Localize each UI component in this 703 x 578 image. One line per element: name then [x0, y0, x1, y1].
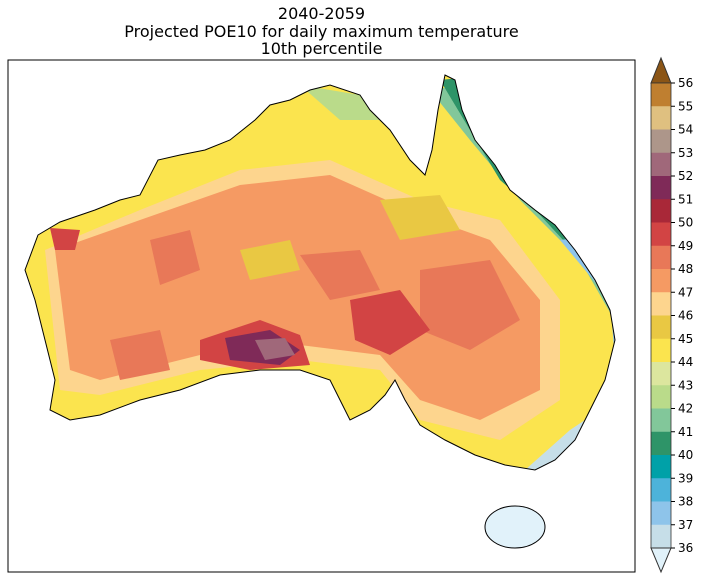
- colorbar-tick-label: 41: [678, 425, 693, 439]
- colorbar-tick-label: 45: [678, 332, 693, 346]
- colorbar-segment: [651, 478, 671, 502]
- colorbar-tick-label: 56: [678, 76, 693, 90]
- colorbar-segment: [651, 199, 671, 223]
- colorbar-segment: [651, 501, 671, 526]
- colorbar-tick-label: 39: [678, 471, 693, 485]
- colorbar-tick-label: 42: [678, 402, 693, 416]
- colorbar-tick-label: 40: [678, 448, 693, 462]
- colorbar-segment: [651, 129, 671, 154]
- colorbar-tick-label: 47: [678, 285, 693, 299]
- colorbar-segment: [651, 455, 671, 479]
- colorbar-segment: [651, 385, 671, 409]
- colorbar-segment: [651, 245, 671, 270]
- colorbar-tick-label: 53: [678, 146, 693, 160]
- colorbar-segment: [651, 222, 671, 247]
- tasmania: [484, 505, 546, 549]
- colorbar-tick-label: 36: [678, 541, 693, 555]
- colorbar-segment: [651, 106, 671, 130]
- title-period: 2040-2059: [277, 4, 366, 23]
- colorbar-tick-label: 38: [678, 495, 693, 509]
- title-sub: 10th percentile: [260, 39, 383, 58]
- title-main: Projected POE10 for daily maximum temper…: [124, 22, 519, 41]
- colorbar: 56 55 54 53 52 51 50 49 48 47 46 45 44 43 42 41 40 39 38 37…: [650, 56, 693, 574]
- colorbar-tick-label: 49: [678, 239, 693, 253]
- colorbar-tick-label: 52: [678, 169, 693, 183]
- colorbar-segment: [651, 269, 671, 293]
- colorbar-tick-label: 43: [678, 378, 693, 392]
- colorbar-segment: [651, 362, 671, 386]
- colorbar-segment: [651, 152, 671, 177]
- colorbar-tick-label: 44: [678, 355, 693, 369]
- colorbar-tick-label: 50: [678, 216, 693, 230]
- colorbar-segment: [651, 315, 671, 340]
- colorbar-tick-label: 48: [678, 262, 693, 276]
- colorbar-segment: [651, 83, 671, 107]
- colorbar-segment: [651, 431, 671, 456]
- colorbar-tick-label: 46: [678, 309, 693, 323]
- colorbar-tick-label: 54: [678, 123, 693, 137]
- colorbar-segment: [651, 292, 671, 316]
- colorbar-segment: [651, 408, 671, 433]
- colorbar-segment: [651, 176, 671, 200]
- colorbar-tick-label: 51: [678, 192, 693, 206]
- colorbar-segment: [651, 338, 671, 363]
- colorbar-extend-min: [650, 547, 672, 574]
- colorbar-tick-label: 55: [678, 99, 693, 113]
- colorbar-extend-max: [650, 56, 672, 84]
- colorbar-segment: [651, 524, 671, 549]
- colorbar-tick-label: 37: [678, 518, 693, 532]
